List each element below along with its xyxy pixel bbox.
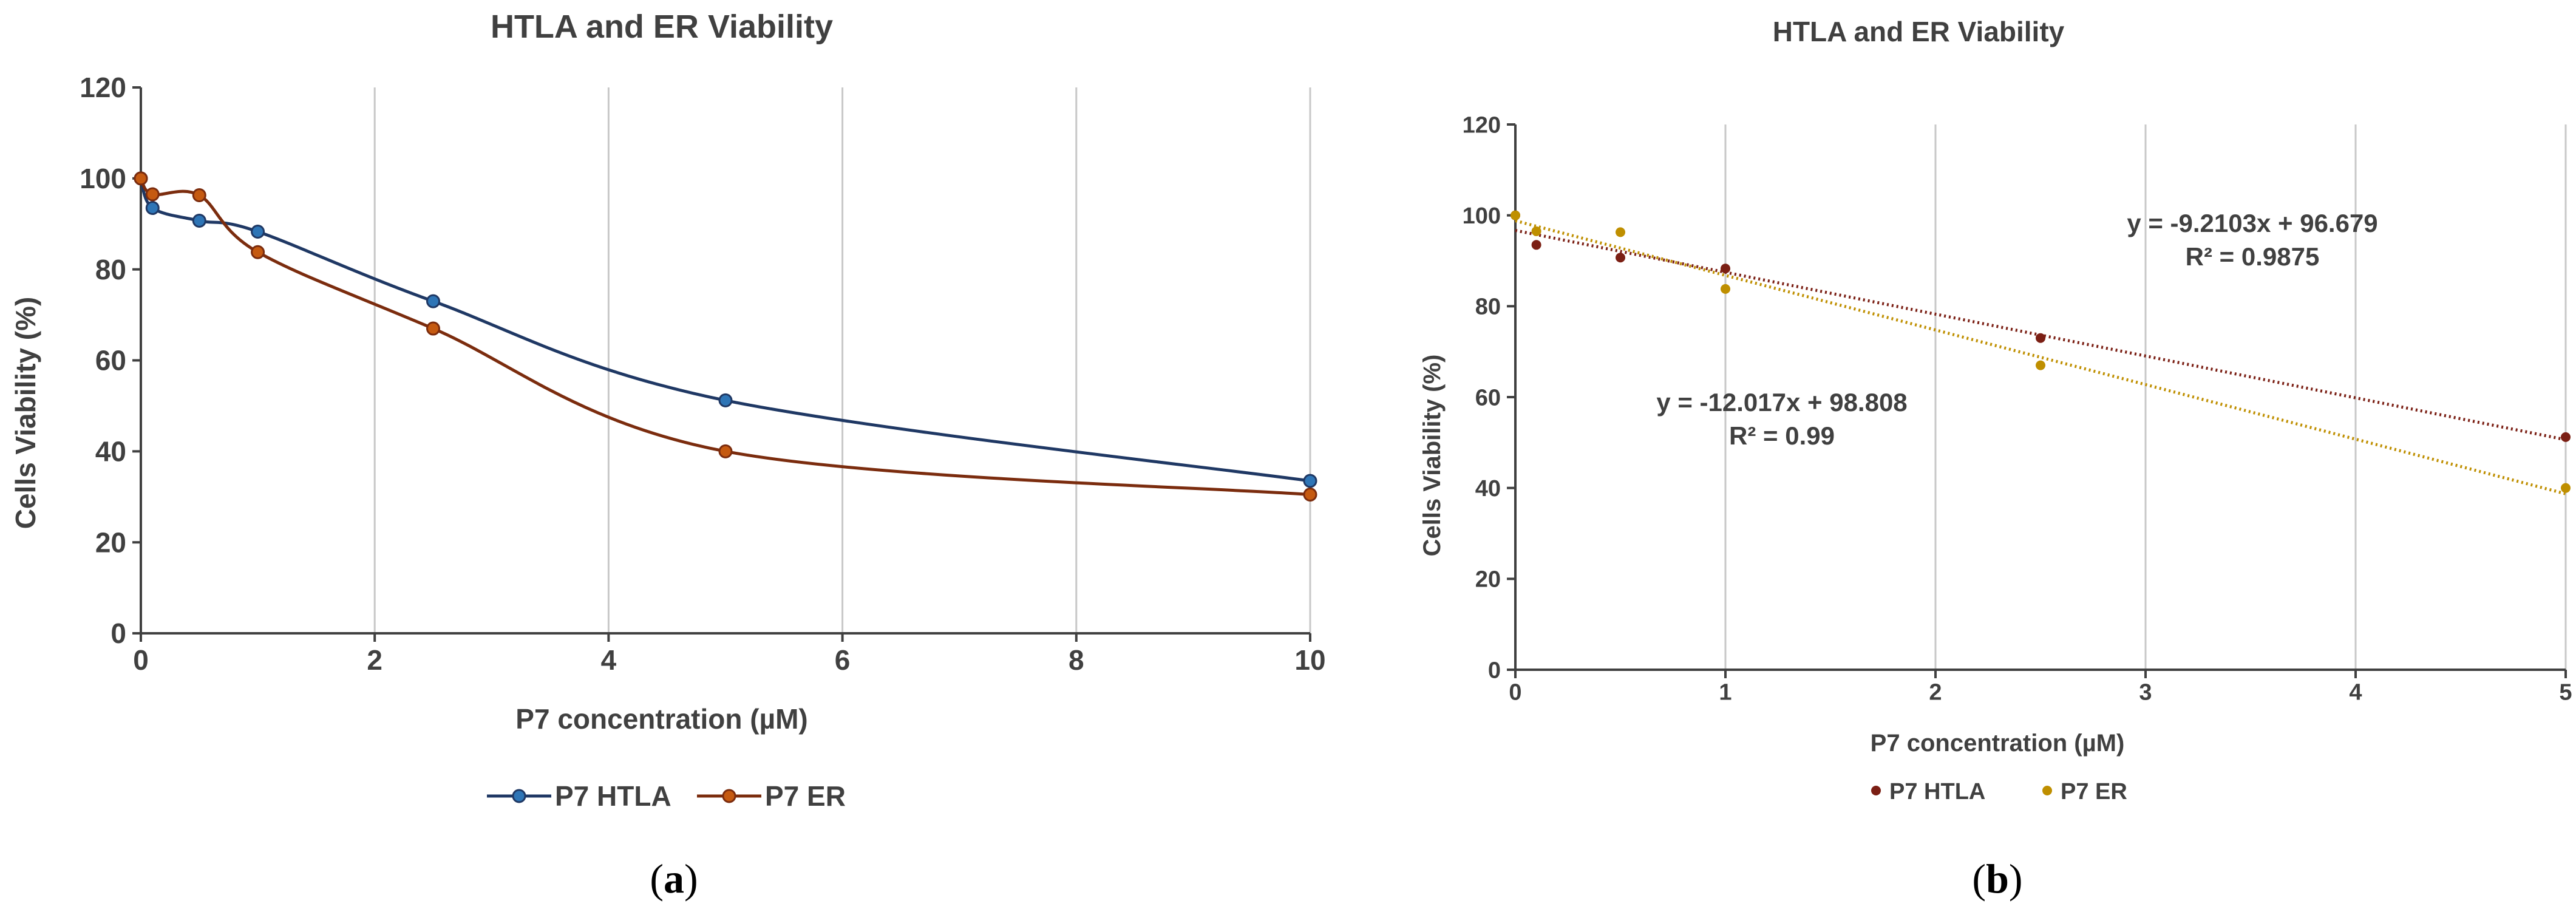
chart-b-legend-marker-htla: [1871, 786, 1881, 795]
chart-b-x-tick-label: 2: [1929, 679, 1942, 705]
chart-b-equation-htla: y = -9.2103x + 96.679: [2127, 209, 2377, 237]
chart-a-series: [134, 171, 1317, 502]
chart-a-legend: P7 HTLA P7 ER: [487, 780, 846, 812]
chart-a-legend-label-er: P7 ER: [765, 780, 846, 812]
chart-b-legend-label-htla: P7 HTLA: [1889, 779, 1985, 805]
chart-b-x-tick-label: 4: [2349, 679, 2362, 705]
chart-b-point-htla: [2036, 333, 2045, 343]
chart-a-point-er: [134, 171, 148, 186]
chart-b-r2-er: R² = 0.99: [1729, 421, 1835, 450]
chart-a-point-htla: [251, 224, 265, 239]
chart-b-series: [1511, 210, 2571, 493]
chart-a-x-tick-label: 10: [1294, 644, 1325, 676]
chart-b-point-er: [1616, 227, 1625, 237]
chart-b-point-er: [1721, 284, 1730, 294]
chart-b-point-htla: [1721, 264, 1730, 274]
chart-a-x-tick-label: 2: [367, 644, 382, 676]
chart-b-trendlines: [1515, 219, 2566, 495]
chart-b-y-tick-label: 40: [1475, 476, 1501, 502]
chart-a-x-tick-label: 4: [601, 644, 617, 676]
chart-a-y-tick-label: 60: [95, 345, 126, 376]
chart-a-legend-entry-er: P7 ER: [697, 780, 846, 812]
chart-b-r2-htla: R² = 0.9875: [2186, 242, 2320, 271]
chart-b-caption: (b): [1972, 856, 2022, 902]
chart-a-point-htla: [145, 201, 160, 216]
chart-a-legend-entry-htla: P7 HTLA: [487, 780, 671, 812]
chart-b-legend-marker-er: [2042, 786, 2052, 795]
chart-a-x-tick-label: 8: [1069, 644, 1084, 676]
chart-a-x-tick-labels: 0 2 4 6 8 10: [133, 633, 1326, 676]
chart-a-y-tick-label: 40: [95, 435, 126, 467]
chart-a-y-tick-label: 80: [95, 254, 126, 285]
chart-b-point-htla: [2561, 432, 2571, 442]
chart-b-legend: P7 HTLA P7 ER: [1871, 779, 2127, 805]
chart-b-point-er: [2561, 483, 2571, 493]
chart-a-point-er: [426, 321, 440, 336]
chart-a-legend-marker-er: [722, 789, 736, 803]
chart-a-point-htla: [1303, 474, 1317, 488]
chart-a-gridlines: [373, 87, 1311, 633]
chart-a-y-tick-label: 120: [80, 72, 126, 103]
chart-b-x-tick-label: 1: [1719, 679, 1731, 705]
chart-b-x-tick-label: 0: [1509, 679, 1521, 705]
chart-b-legend-entry-er: P7 ER: [2042, 779, 2127, 805]
chart-b-point-htla: [1531, 240, 1541, 250]
chart-a-point-er: [251, 245, 265, 259]
chart-a-point-htla: [718, 393, 733, 407]
chart-a-point-er: [718, 444, 733, 458]
chart-b-x-tick-labels: 0 1 2 3 4 5: [1509, 670, 2572, 705]
chart-a-caption: (a): [650, 856, 698, 902]
chart-a-x-tick-label: 0: [133, 644, 149, 676]
chart-a-point-er: [192, 188, 206, 203]
chart-a-y-tick-labels: 0 20 40 60 80 100 120: [80, 72, 141, 649]
chart-b-caption-letter: b: [1986, 856, 2009, 902]
chart-b-equation-er: y = -12.017x + 98.808: [1656, 388, 1907, 417]
chart-a-legend-marker-htla: [512, 789, 526, 803]
chart-b-trend-label-er: y = -12.017x + 98.808 R² = 0.99: [1656, 388, 1907, 450]
chart-b-point-er: [2036, 360, 2045, 370]
chart-a-y-tick-label: 0: [110, 618, 126, 649]
chart-b-legend-label-er: P7 ER: [2061, 779, 2127, 805]
chart-a-axes: [140, 87, 1310, 635]
chart-b-x-tick-label: 5: [2559, 679, 2572, 705]
chart-a-x-axis-label: P7 concentration (µM): [515, 703, 807, 735]
chart-a-point-er: [1303, 488, 1317, 502]
chart-b-y-tick-label: 100: [1463, 203, 1501, 229]
chart-b-x-axis-label: P7 concentration (µM): [1871, 730, 2125, 757]
chart-b-title: HTLA and ER Viability: [1773, 16, 2065, 47]
chart-b-point-htla: [1616, 253, 1625, 263]
chart-b-legend-entry-htla: P7 HTLA: [1871, 779, 1985, 805]
chart-a-title: HTLA and ER Viability: [491, 9, 833, 45]
chart-a-point-htla: [426, 294, 440, 308]
chart-b-trend-label-htla: y = -9.2103x + 96.679 R² = 0.9875: [2127, 209, 2377, 271]
chart-b-y-tick-label: 20: [1475, 567, 1501, 593]
chart-b-y-tick-label: 0: [1488, 658, 1501, 683]
chart-b: HTLA and ER Viability 0 20 40 60 80 100 120 0 1…: [1419, 16, 2572, 902]
chart-b-y-tick-label: 120: [1463, 112, 1501, 138]
chart-b-y-tick-label: 80: [1475, 294, 1501, 320]
chart-b-y-axis-label: Cells Viability (%): [1419, 355, 1446, 557]
chart-b-y-tick-labels: 0 20 40 60 80 100 120: [1463, 112, 1515, 683]
chart-a-point-htla: [192, 214, 206, 228]
chart-a-y-tick-label: 100: [80, 163, 126, 194]
chart-b-y-tick-label: 60: [1475, 385, 1501, 410]
chart-a-point-er: [145, 187, 160, 202]
chart-b-x-tick-label: 3: [2139, 679, 2152, 705]
chart-b-point-er: [1531, 226, 1541, 236]
chart-a-series-line-htla: [139, 177, 1311, 483]
chart-a-y-axis-label: Cells Viability (%): [10, 297, 41, 529]
chart-a-x-tick-label: 6: [835, 644, 851, 676]
chart-b-point-er: [1511, 210, 1520, 220]
chart-a-caption-letter: a: [664, 856, 684, 902]
chart-a-y-tick-label: 20: [95, 526, 126, 558]
chart-b-trendline-er: [1515, 219, 2566, 495]
chart-a: HTLA and ER Viability 0 20 40 60 80 100 120 0 2…: [10, 9, 1326, 902]
chart-a-legend-label-htla: P7 HTLA: [555, 780, 671, 812]
